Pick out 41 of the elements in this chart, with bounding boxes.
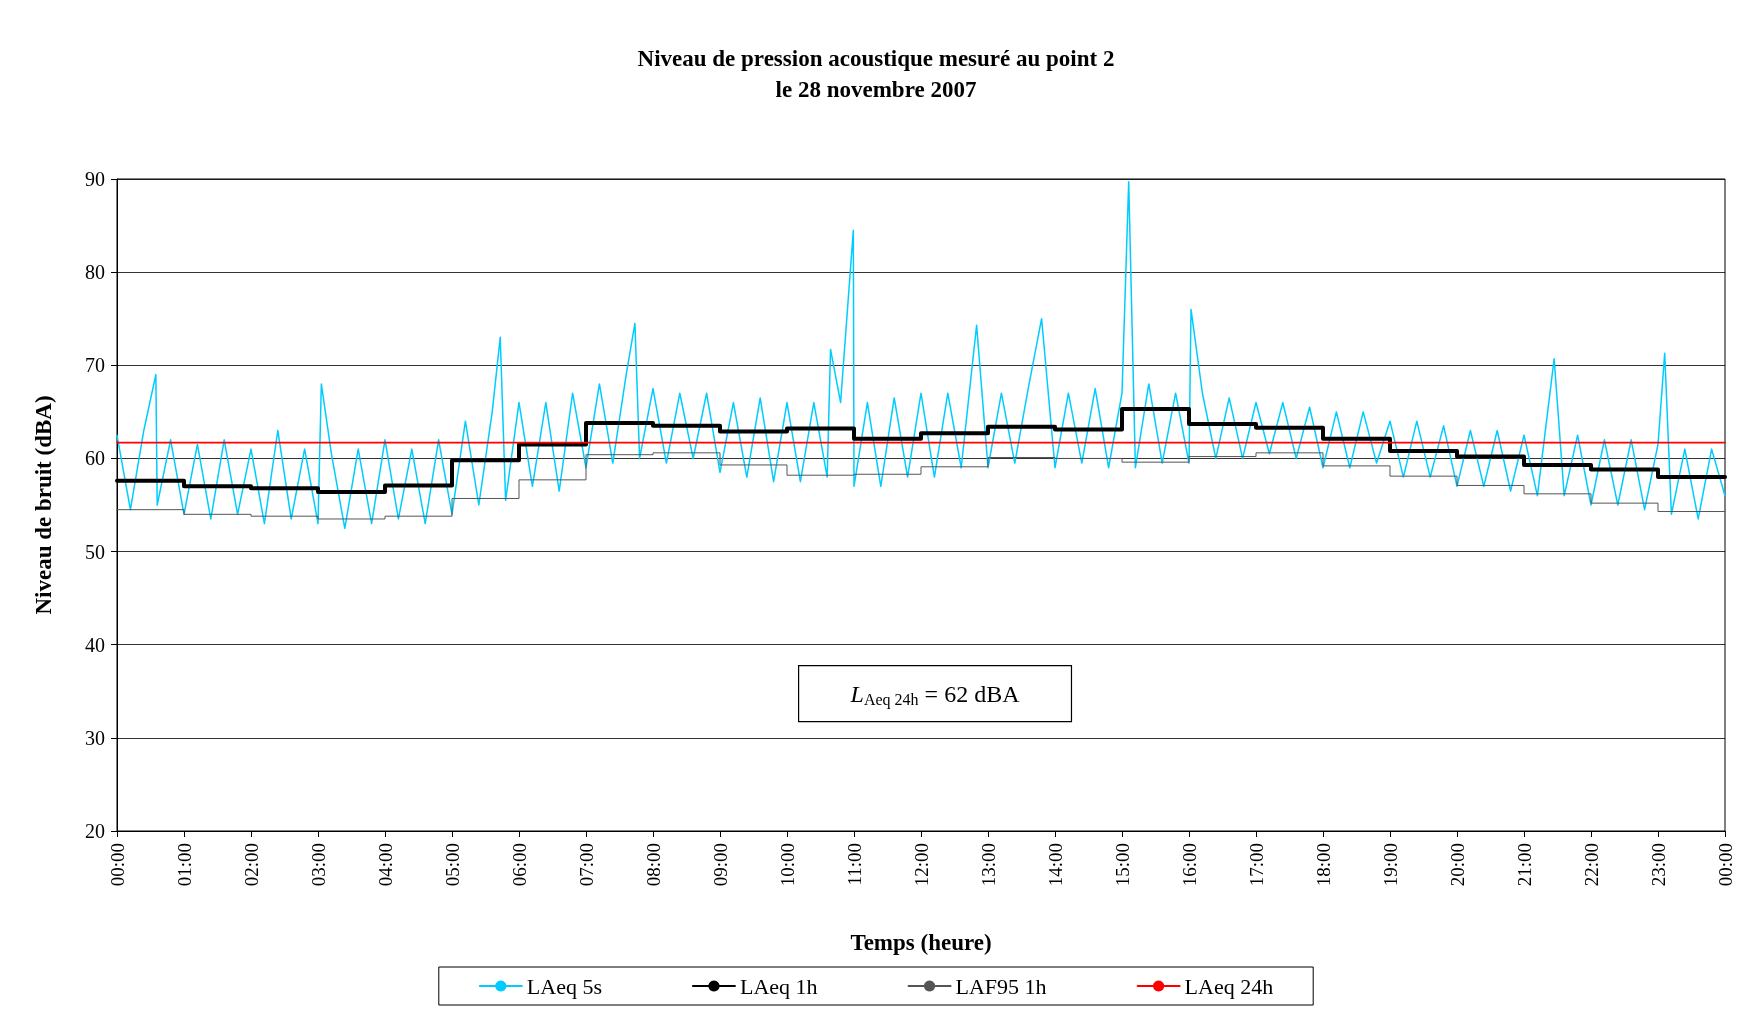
x-tick-label: 18:00 <box>1312 843 1334 887</box>
y-tick-label: 80 <box>85 261 105 284</box>
x-tick-label: 00:00 <box>106 843 128 887</box>
x-tick-label: 02:00 <box>240 843 262 887</box>
x-tick-label: 21:00 <box>1513 843 1535 887</box>
x-tick-label: 03:00 <box>307 843 329 887</box>
x-tick-label: 09:00 <box>709 843 731 887</box>
x-tick-label: 11:00 <box>843 843 865 886</box>
y-tick-label: 90 <box>85 168 105 190</box>
y-axis-title: Niveau de bruit (dBA) <box>31 395 56 615</box>
x-tick-label: 00:00 <box>1714 843 1736 887</box>
x-tick-label: 14:00 <box>1044 843 1066 887</box>
y-tick-label: 20 <box>85 820 105 842</box>
legend-label: LAeq 1h <box>739 973 818 999</box>
x-tick-label: 15:00 <box>1111 843 1133 887</box>
x-tick-label: 17:00 <box>1245 843 1267 887</box>
x-tick-label: 23:00 <box>1647 843 1669 887</box>
x-tick-label: 06:00 <box>508 843 530 887</box>
x-tick-label: 20:00 <box>1446 843 1468 887</box>
legend-label: LAF95 1h <box>955 973 1047 999</box>
x-tick-label: 16:00 <box>1178 843 1200 887</box>
y-tick-label: 30 <box>85 726 105 749</box>
x-axis-title: Temps (heure) <box>850 930 992 955</box>
chart-title: Niveau de pression acoustique mesuré au point 2 <box>637 46 1115 71</box>
x-tick-label: 19:00 <box>1379 843 1401 887</box>
y-tick-label: 70 <box>85 354 105 377</box>
x-tick-label: 08:00 <box>642 843 664 887</box>
x-tick-label: 13:00 <box>977 843 999 887</box>
y-tick-label: 50 <box>85 540 105 563</box>
x-tick-label: 07:00 <box>575 843 597 887</box>
x-tick-label: 22:00 <box>1580 843 1602 887</box>
legend-label: LAeq 24h <box>1184 973 1274 999</box>
x-tick-label: 10:00 <box>776 843 798 887</box>
x-tick-label: 04:00 <box>374 843 396 887</box>
x-tick-label: 05:00 <box>441 843 463 887</box>
x-tick-label: 12:00 <box>910 843 932 887</box>
x-tick-label: 01:00 <box>173 843 195 887</box>
legend-label: LAeq 5s <box>526 973 602 999</box>
y-tick-label: 60 <box>85 447 105 470</box>
chart-subtitle: le 28 novembre 2007 <box>775 77 977 102</box>
y-tick-label: 40 <box>85 633 105 656</box>
